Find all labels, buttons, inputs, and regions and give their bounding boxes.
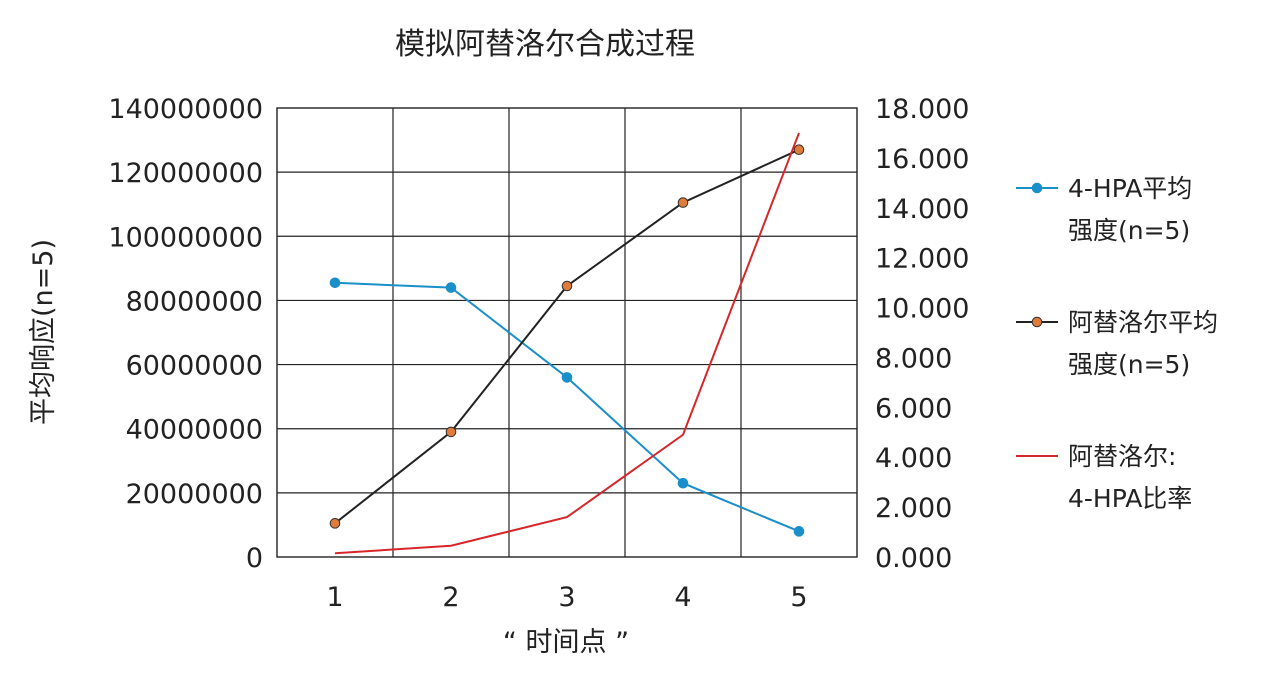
x-axis-title: “ 时间点 ” [503,627,629,658]
series-point-1 [445,426,457,438]
left-tick-label: 100000000 [108,222,263,253]
right-tick-label: 16.000 [875,144,969,175]
series-line-2 [334,132,800,555]
left-tick-label: 20000000 [126,479,263,510]
series-point-1 [329,518,341,529]
plot-frame [276,107,858,558]
left-tick-label: 0 [246,543,263,574]
legend-label: 4-HPA比率 [1068,484,1192,513]
right-tick-label: 8.000 [875,343,952,374]
right-tick-label: 12.000 [875,244,969,275]
legend-swatch-marker [1031,316,1043,328]
y-axis-title: 平均响应(n=5) [28,239,59,425]
series-line-0 [334,281,800,533]
right-tick-label: 14.000 [875,194,969,225]
right-tick-label: 18.000 [875,94,969,125]
series-line-1 [334,148,800,525]
left-tick-label: 40000000 [126,415,263,446]
left-tick-label: 60000000 [126,351,263,382]
series-point-1 [561,280,573,292]
left-tick-label: 80000000 [126,286,263,317]
legend-label: 强度(n=5) [1068,350,1190,379]
right-axis-ticks: 0.000 2.000 4.000 6.000 8.000 10.000 12.000 14.… [875,94,969,574]
right-tick-label: 6.000 [875,393,952,424]
series-point-0 [677,477,689,489]
left-tick-label: 140000000 [108,94,263,125]
right-tick-label: 2.000 [875,493,952,524]
right-tick-label: 4.000 [875,443,952,474]
series-point-0 [445,282,457,293]
x-axis-ticks: 1 2 3 4 5 [326,582,807,613]
legend-label: 4-HPA平均 [1068,174,1192,203]
left-axis-ticks: 0 20000000 40000000 60000000 80000000 1000000… [108,94,263,574]
x-tick-label: 3 [558,582,575,613]
series-point-1 [677,197,689,208]
series-point-0 [561,372,573,383]
series-point-0 [793,526,805,537]
x-tick-label: 4 [674,582,691,613]
legend-swatch-marker [1031,182,1043,194]
right-tick-label: 10.000 [875,294,969,325]
x-tick-label: 1 [326,582,343,613]
series-layer [329,132,805,555]
left-tick-label: 120000000 [108,158,263,189]
legend-label: 阿替洛尔: [1068,442,1176,471]
chart-title: 模拟阿替洛尔合成过程 [395,27,695,62]
x-tick-label: 2 [442,582,459,613]
legend-label: 阿替洛尔平均 [1068,308,1218,337]
legend-label: 强度(n=5) [1068,216,1190,245]
x-tick-label: 5 [790,582,807,613]
right-tick-label: 0.000 [875,543,952,574]
series-point-0 [329,277,341,289]
grid [276,107,858,558]
series-point-1 [793,144,805,155]
